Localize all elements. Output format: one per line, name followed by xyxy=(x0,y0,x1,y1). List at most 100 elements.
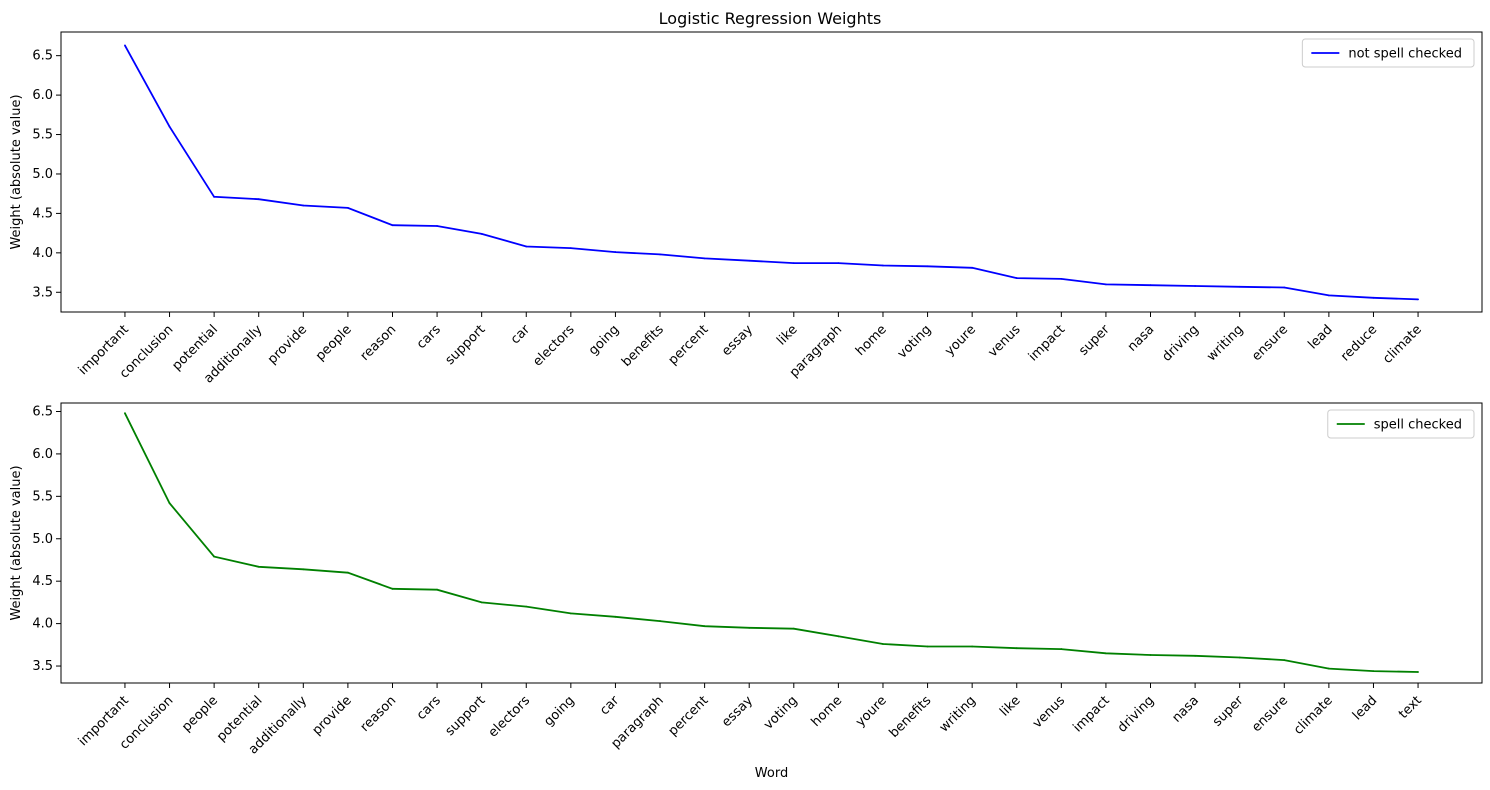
x-tick-label: reduce xyxy=(1338,322,1380,364)
x-axis-label: Word xyxy=(755,766,788,781)
y-tick-label: 4.5 xyxy=(32,574,53,589)
data-point xyxy=(168,125,171,128)
legend-label: not spell checked xyxy=(1348,47,1462,62)
y-tick-label: 4.5 xyxy=(32,206,53,221)
data-point xyxy=(391,587,394,590)
plot-frame xyxy=(60,31,1483,313)
data-point xyxy=(1372,670,1375,673)
plot-frame xyxy=(60,402,1483,684)
x-tick-label: support xyxy=(443,322,489,368)
data-point xyxy=(569,612,572,615)
data-point xyxy=(525,605,528,608)
x-tick-label: people xyxy=(313,322,355,364)
data-point xyxy=(124,412,126,415)
data-point xyxy=(748,626,751,629)
x-tick-label: driving xyxy=(1159,322,1201,364)
subplot-2: 3.54.04.55.05.56.06.5importantconclusion… xyxy=(9,402,1483,781)
x-tick-label: home xyxy=(853,322,890,359)
data-point xyxy=(124,44,126,47)
x-tick-label: support xyxy=(443,693,489,739)
data-point xyxy=(614,615,617,618)
y-tick-label: 5.0 xyxy=(32,532,53,547)
x-tick-label: benefits xyxy=(619,322,667,370)
x-tick-label: writing xyxy=(937,693,979,735)
data-point xyxy=(1372,296,1375,299)
x-tick-label: like xyxy=(997,693,1023,719)
data-point xyxy=(391,224,394,227)
data-point xyxy=(436,225,438,227)
data-point xyxy=(614,251,617,253)
x-tick-label: like xyxy=(774,322,800,348)
x-tick-label: car xyxy=(508,322,534,348)
data-point xyxy=(1015,277,1018,279)
x-tick-label: people xyxy=(179,693,221,735)
series-line xyxy=(124,412,1419,673)
x-tick-label: voting xyxy=(895,322,934,361)
data-point xyxy=(1194,654,1197,657)
data-point xyxy=(1283,659,1286,661)
x-tick-label: impact xyxy=(1071,693,1113,735)
data-point xyxy=(1238,285,1241,288)
data-point xyxy=(703,625,706,628)
x-tick-label: essay xyxy=(719,693,756,730)
x-tick-label: climate xyxy=(1380,322,1425,367)
y-tick-label: 6.0 xyxy=(32,88,53,103)
data-point xyxy=(1015,647,1018,650)
data-point xyxy=(168,502,171,505)
data-point xyxy=(792,262,795,264)
x-tick-label: provide xyxy=(310,693,355,738)
data-point xyxy=(1194,285,1197,287)
x-tick-label: nasa xyxy=(1125,322,1157,354)
y-tick-label: 6.5 xyxy=(32,49,53,64)
x-tick-label: driving xyxy=(1115,693,1157,735)
chart-title: Logistic Regression Weights xyxy=(659,9,882,28)
x-tick-label: cars xyxy=(414,322,444,352)
y-axis-label: Weight (absolute value) xyxy=(9,94,24,249)
x-tick-label: ensure xyxy=(1249,322,1291,364)
data-point xyxy=(792,627,795,630)
x-tick-label: youre xyxy=(853,693,890,730)
x-tick-label: ensure xyxy=(1249,693,1291,735)
data-point xyxy=(659,253,661,256)
x-tick-label: nasa xyxy=(1169,693,1201,725)
x-tick-label: car xyxy=(597,693,623,719)
data-point xyxy=(1060,277,1063,280)
data-point xyxy=(569,247,572,250)
subplot-1: 3.54.04.55.05.56.06.5importantconclusion… xyxy=(9,31,1483,386)
data-point xyxy=(1417,298,1419,301)
x-tick-label: home xyxy=(809,693,846,730)
series-line xyxy=(124,44,1419,301)
x-tick-label: impact xyxy=(1026,322,1068,364)
data-point xyxy=(659,620,661,622)
y-tick-label: 5.5 xyxy=(32,489,53,504)
x-tick-label: venus xyxy=(985,322,1023,360)
data-point xyxy=(346,206,349,209)
data-point xyxy=(1060,648,1063,650)
data-point xyxy=(302,568,305,571)
x-tick-label: cars xyxy=(414,693,444,723)
data-point xyxy=(525,245,528,248)
x-tick-label: reason xyxy=(358,693,400,735)
x-tick-label: writing xyxy=(1204,322,1246,364)
x-tick-label: essay xyxy=(719,322,756,359)
data-point xyxy=(882,264,884,267)
x-tick-label: lead xyxy=(1350,693,1380,723)
x-tick-label: percent xyxy=(666,693,712,739)
y-axis-label: Weight (absolute value) xyxy=(9,465,24,620)
y-tick-label: 3.5 xyxy=(32,285,53,300)
data-point xyxy=(703,257,706,260)
x-tick-label: voting xyxy=(761,693,800,732)
data-point xyxy=(971,645,974,648)
data-point xyxy=(302,204,305,207)
y-tick-label: 4.0 xyxy=(32,246,53,261)
y-tick-label: 3.5 xyxy=(32,659,53,674)
x-tick-label: lead xyxy=(1305,322,1335,352)
data-point xyxy=(1327,667,1330,670)
data-point xyxy=(1149,654,1152,656)
data-point xyxy=(346,571,349,574)
x-tick-label: provide xyxy=(265,322,310,367)
x-tick-label: climate xyxy=(1291,693,1336,738)
data-point xyxy=(926,645,929,648)
data-point xyxy=(1105,652,1107,655)
